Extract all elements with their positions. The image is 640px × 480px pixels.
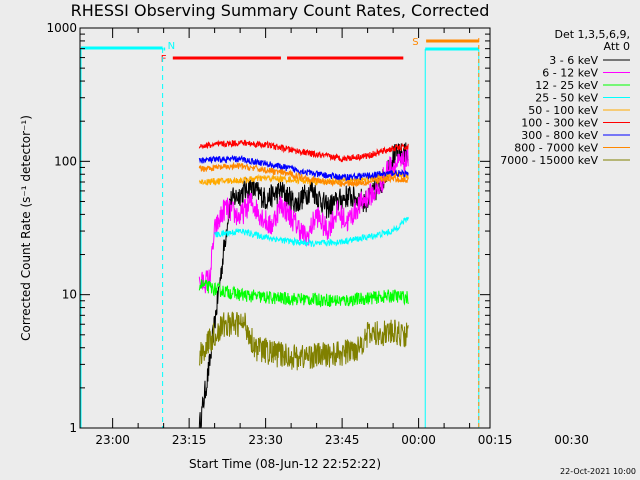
series-line-5 xyxy=(198,139,409,163)
series-line-3 xyxy=(214,216,409,248)
legend-label-2: 12 - 25 keV xyxy=(535,79,598,92)
plot-frame xyxy=(79,27,491,429)
y-axis-label: Corrected Count Rate (s⁻¹ detector⁻¹) xyxy=(19,115,33,341)
y-tick-label-0: 1 xyxy=(69,421,77,435)
legend-header-1: Att 0 xyxy=(604,40,630,53)
y-tick-label-3: 1000 xyxy=(46,21,77,35)
chart-title: RHESSI Observing Summary Count Rates, Co… xyxy=(71,1,490,20)
flag-bars: NF S xyxy=(161,37,479,65)
y-tick-label-2: 100 xyxy=(54,154,77,168)
x-tick-label-1: 23:15 xyxy=(172,433,207,447)
x-tick-label-5: 00:15 xyxy=(478,433,513,447)
series-lines xyxy=(198,139,409,429)
y-tick-label-1: 10 xyxy=(62,288,77,302)
series-line-7 xyxy=(198,161,409,188)
x-tick-label-6: 00:30 xyxy=(554,433,589,447)
legend-label-7: 800 - 7000 keV xyxy=(514,142,598,155)
x-tick-label-0: 23:00 xyxy=(95,433,130,447)
flag-label-1: F xyxy=(161,54,167,65)
x-tick-label-3: 23:45 xyxy=(325,433,360,447)
series-line-0 xyxy=(198,142,409,429)
flag-label-3: S xyxy=(412,37,418,48)
series-line-4 xyxy=(198,169,409,186)
series-line-6 xyxy=(198,154,409,182)
x-tick-label-2: 23:30 xyxy=(248,433,283,447)
legend-label-3: 25 - 50 keV xyxy=(535,92,598,105)
x-tick-label-4: 00:00 xyxy=(401,433,436,447)
legend-label-8: 7000 - 15000 keV xyxy=(500,154,598,167)
x-axis-ticks: 23:00 23:15 23:30 23:45 00:00 00:15 00:30 xyxy=(95,28,589,447)
footer-date: 22-Oct-2021 10:00 xyxy=(560,467,636,476)
legend-label-0: 3 - 6 keV xyxy=(549,54,598,67)
y-axis-ticks: 1 10 100 1000 xyxy=(46,21,490,435)
legend-label-1: 6 - 12 keV xyxy=(542,67,598,80)
series-line-1 xyxy=(198,149,409,294)
x-axis-label: Start Time (08-Jun-12 22:52:22) xyxy=(189,457,381,471)
legend-label-5: 100 - 300 keV xyxy=(521,117,598,130)
legend-header-0: Det 1,3,5,6,9, xyxy=(554,28,630,41)
legend-label-4: 50 - 100 keV xyxy=(528,104,598,117)
series-line-8 xyxy=(198,311,409,371)
legend-label-6: 300 - 800 keV xyxy=(521,129,598,142)
series-line-2 xyxy=(198,279,409,308)
flag-label-0: N xyxy=(168,41,175,52)
